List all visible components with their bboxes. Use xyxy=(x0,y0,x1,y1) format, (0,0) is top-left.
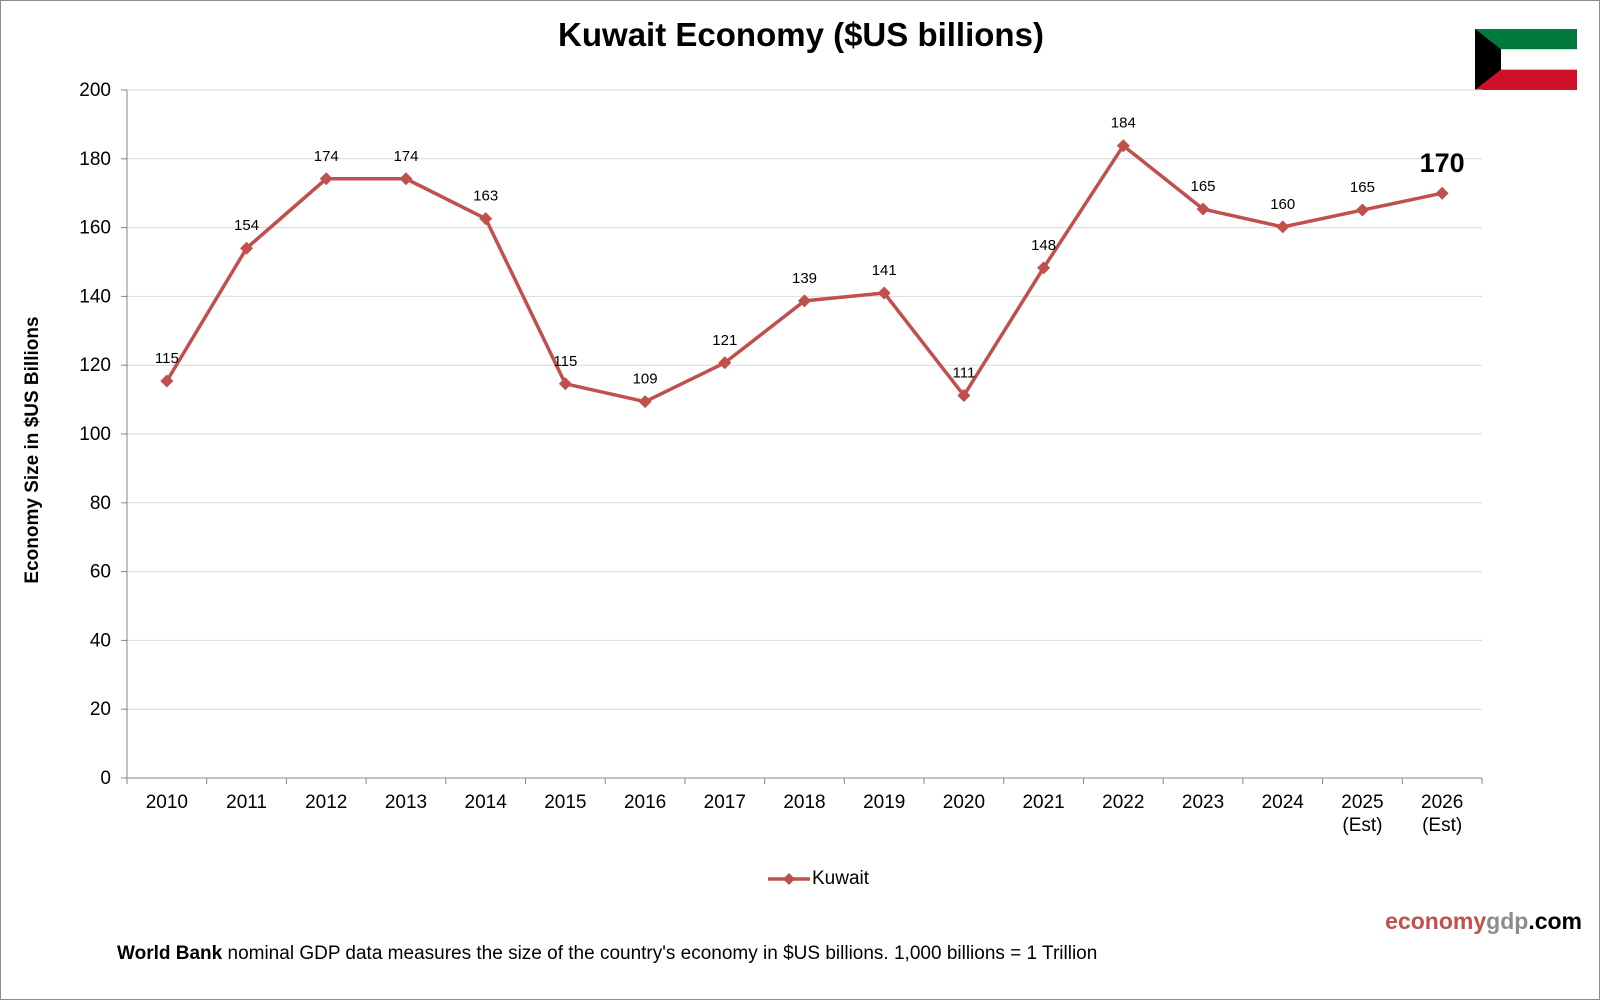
data-point xyxy=(399,172,413,186)
data-point xyxy=(877,286,891,300)
chart-title: Kuwait Economy ($US billions) xyxy=(558,16,1044,53)
x-tick-label: 2019 xyxy=(863,792,905,813)
data-label: 174 xyxy=(314,148,339,165)
footnote-source: World Bank xyxy=(117,943,223,964)
data-label: 170 xyxy=(1420,148,1465,178)
y-tick-label: 140 xyxy=(79,286,111,307)
x-tick-label: 2010 xyxy=(146,792,188,813)
brand-part-economy: economy xyxy=(1385,908,1487,934)
x-tick-label: 2026 (Est) xyxy=(1421,792,1463,836)
data-point xyxy=(1435,186,1449,200)
data-label: 165 xyxy=(1191,178,1216,195)
x-tick-label: 2024 xyxy=(1262,792,1305,813)
data-label: 109 xyxy=(633,371,658,388)
brand-part-com: .com xyxy=(1528,908,1582,934)
x-tick-label: 2020 xyxy=(943,792,985,813)
data-point xyxy=(1037,261,1051,275)
y-tick-label: 80 xyxy=(90,493,111,514)
y-tick-label: 40 xyxy=(90,630,111,651)
y-tick-label: 120 xyxy=(79,355,111,376)
footnote: World Bank nominal GDP data measures the… xyxy=(117,943,1097,965)
footnote-text: nominal GDP data measures the size of th… xyxy=(222,943,1098,964)
data-point xyxy=(1196,202,1210,216)
data-point xyxy=(479,212,493,226)
y-tick-label: 60 xyxy=(90,562,111,583)
x-tick-label: 2016 xyxy=(624,792,666,813)
data-label: 115 xyxy=(553,353,577,370)
data-point xyxy=(319,172,333,186)
brand-part-gdp: gdp xyxy=(1486,908,1529,934)
y-tick-label: 100 xyxy=(79,424,111,445)
data-point xyxy=(558,377,572,391)
x-tick-label: 2022 xyxy=(1102,792,1144,813)
data-label: 184 xyxy=(1111,115,1136,132)
data-label: 115 xyxy=(155,350,179,367)
y-tick-label: 0 xyxy=(100,768,111,789)
data-point xyxy=(160,374,174,388)
x-tick-label: 2011 xyxy=(226,792,267,813)
x-tick-label: 2021 xyxy=(1022,792,1064,813)
data-label: 111 xyxy=(953,364,976,381)
data-label: 160 xyxy=(1270,196,1295,213)
data-label: 163 xyxy=(473,188,498,205)
data-label: 165 xyxy=(1350,179,1375,196)
data-point xyxy=(957,388,971,402)
x-tick-label: 2018 xyxy=(783,792,825,813)
data-point xyxy=(638,395,652,409)
y-tick-label: 160 xyxy=(79,218,111,239)
x-tick-label: 2014 xyxy=(465,792,508,813)
x-tick-label: 2012 xyxy=(305,792,347,813)
legend-marker-icon xyxy=(768,873,810,885)
data-point xyxy=(1116,139,1130,153)
data-label: 174 xyxy=(393,148,418,165)
x-tick-label: 2023 xyxy=(1182,792,1224,813)
data-point xyxy=(1355,203,1369,217)
data-point xyxy=(1276,220,1290,234)
y-tick-label: 200 xyxy=(79,80,111,101)
legend-label: Kuwait xyxy=(812,868,870,889)
x-tick-label: 2017 xyxy=(704,792,746,813)
kuwait-flag-icon xyxy=(1475,29,1577,90)
data-label: 121 xyxy=(712,332,737,349)
brand-watermark[interactable]: economygdp.com xyxy=(1385,908,1582,935)
y-tick-label: 20 xyxy=(90,699,111,720)
x-tick-label: 2015 xyxy=(544,792,586,813)
data-point xyxy=(798,294,811,308)
data-label: 148 xyxy=(1031,237,1056,254)
legend: Kuwait xyxy=(768,868,869,890)
data-label: 141 xyxy=(872,262,897,279)
data-label: 154 xyxy=(234,217,259,234)
y-tick-label: 180 xyxy=(79,149,111,170)
data-point xyxy=(240,241,254,255)
x-tick-label: 2025 (Est) xyxy=(1341,792,1383,836)
x-tick-label: 2013 xyxy=(385,792,427,813)
data-point xyxy=(718,356,732,370)
data-label: 139 xyxy=(792,270,817,287)
